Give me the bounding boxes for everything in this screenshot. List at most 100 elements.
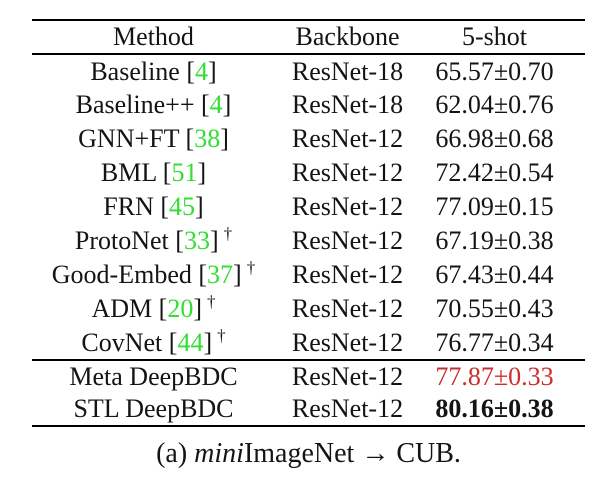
- table-body-main: Baseline [4] ResNet-18 65.57±0.70 Baseli…: [32, 54, 585, 360]
- table-row: STL DeepBDC ResNet-12 80.16±0.38: [32, 393, 585, 426]
- column-header-method: Method: [113, 22, 194, 51]
- citation-close-bracket: ]: [195, 192, 204, 221]
- value-cell: 77.87±0.33: [435, 362, 554, 391]
- citation-open-bracket: [: [185, 124, 195, 153]
- value-cell: 76.77±0.34: [435, 327, 554, 357]
- citation-close-bracket: ]: [209, 226, 219, 255]
- citation-open-bracket: [: [158, 294, 168, 323]
- backbone-cell: ResNet-12: [291, 158, 404, 187]
- citation-link[interactable]: 33: [183, 226, 210, 255]
- citation-open-bracket: [: [162, 158, 172, 187]
- method-name: ProtoNet: [74, 226, 169, 255]
- table-row: Meta DeepBDC ResNet-12 77.87±0.33: [32, 360, 585, 393]
- caption-label: (a): [156, 438, 195, 469]
- column-header-backbone: Backbone: [295, 22, 400, 51]
- backbone-cell: ResNet-18: [291, 90, 404, 119]
- citation-wrap: [4]: [180, 56, 217, 86]
- citation-open-bracket: [: [198, 260, 208, 289]
- method-name: Baseline: [90, 56, 180, 86]
- citation-wrap: [51]: [156, 158, 206, 187]
- citation-open-bracket: [: [160, 192, 170, 221]
- backbone-cell: ResNet-12: [291, 394, 404, 423]
- citation-open-bracket: [: [201, 90, 210, 119]
- citation-wrap: [4]: [195, 90, 232, 119]
- table-row: Baseline [4] ResNet-18 65.57±0.70: [32, 54, 585, 88]
- caption-target: CUB.: [396, 438, 461, 469]
- method-name: BML: [100, 158, 157, 187]
- citation-wrap: [33]: [169, 226, 219, 255]
- table-body-ours: Meta DeepBDC ResNet-12 77.87±0.33 STL De…: [32, 360, 585, 426]
- method-cell: GNN+FT [38]: [32, 122, 275, 156]
- method-name: FRN: [103, 192, 154, 221]
- citation-close-bracket: ]: [222, 90, 232, 119]
- table-header: Method Backbone 5-shot: [32, 20, 585, 54]
- citation-close-bracket: ]: [193, 294, 202, 323]
- table-row: BML [51] ResNet-12 72.42±0.54: [32, 156, 585, 190]
- table-row: ADM [20] † ResNet-12 70.55±0.43: [32, 292, 585, 326]
- method-name: CovNet: [81, 327, 163, 357]
- backbone-cell: ResNet-12: [291, 327, 404, 357]
- method-cell: Good-Embed [37] †: [32, 258, 275, 292]
- value-cell: 77.09±0.15: [435, 192, 554, 221]
- citation-close-bracket: ]: [233, 260, 242, 289]
- citation-wrap: [20]: [152, 294, 202, 323]
- backbone-cell: ResNet-12: [291, 362, 404, 391]
- subfigure-caption: (a) miniImageNet → CUB.: [32, 438, 585, 470]
- method-cell: STL DeepBDC: [32, 393, 275, 426]
- citation-open-bracket: [: [175, 226, 184, 255]
- citation-wrap: [37]: [192, 260, 242, 289]
- citation-link[interactable]: 45: [169, 192, 196, 221]
- table-row: Baseline++ [4] ResNet-18 62.04±0.76: [32, 88, 585, 122]
- table-row: FRN [45] ResNet-12 77.09±0.15: [32, 190, 585, 224]
- citation-wrap: [38]: [179, 124, 229, 153]
- citation-close-bracket: ]: [208, 56, 217, 86]
- method-cell: BML [51]: [32, 156, 275, 190]
- dagger-icon: †: [223, 224, 233, 244]
- method-name: GNN+FT: [78, 124, 180, 153]
- value-cell: 62.04±0.76: [435, 90, 554, 119]
- value-cell: 72.42±0.54: [435, 158, 554, 187]
- backbone-cell: ResNet-12: [291, 124, 404, 153]
- citation-link[interactable]: 4: [209, 90, 223, 119]
- dagger-icon: †: [207, 292, 216, 312]
- value-cell: 66.98±0.68: [435, 124, 554, 153]
- citation-link[interactable]: 37: [207, 260, 234, 289]
- method-name: Meta DeepBDC: [69, 362, 238, 391]
- backbone-cell: ResNet-12: [291, 226, 404, 255]
- value-cell: 65.57±0.70: [435, 56, 554, 86]
- backbone-cell: ResNet-12: [291, 260, 404, 289]
- method-cell: CovNet [44] †: [32, 326, 275, 360]
- citation-open-bracket: [: [186, 56, 196, 86]
- citation-link[interactable]: 20: [167, 294, 194, 323]
- method-name: Baseline++: [75, 90, 195, 119]
- dagger-icon: †: [217, 325, 226, 345]
- method-cell: ADM [20] †: [32, 292, 275, 326]
- method-cell: Baseline [4]: [32, 54, 275, 88]
- method-cell: Meta DeepBDC: [32, 360, 275, 393]
- citation-wrap: [45]: [154, 192, 204, 221]
- citation-link[interactable]: 51: [171, 158, 198, 187]
- citation-open-bracket: [: [168, 327, 178, 357]
- table-row: GNN+FT [38] ResNet-12 66.98±0.68: [32, 122, 585, 156]
- value-cell: 80.16±0.38: [435, 394, 554, 423]
- citation-close-bracket: ]: [203, 327, 213, 357]
- table-row: CovNet [44] † ResNet-12 76.77±0.34: [32, 326, 585, 360]
- caption-dataset: ImageNet: [243, 438, 355, 469]
- backbone-cell: ResNet-12: [291, 294, 404, 323]
- citation-link[interactable]: 38: [194, 124, 221, 153]
- caption-italic-mini: mini: [194, 438, 244, 469]
- method-name: ADM: [91, 294, 153, 323]
- citation-close-bracket: ]: [197, 158, 207, 187]
- backbone-cell: ResNet-18: [291, 56, 404, 86]
- citation-link[interactable]: 44: [177, 327, 204, 357]
- citation-link[interactable]: 4: [195, 56, 209, 86]
- method-cell: ProtoNet [33] †: [32, 224, 275, 258]
- method-cell: Baseline++ [4]: [32, 88, 275, 122]
- backbone-cell: ResNet-12: [291, 192, 404, 221]
- value-cell: 70.55±0.43: [435, 294, 554, 323]
- results-table: Method Backbone 5-shot Baseline [4] ResN…: [32, 19, 585, 427]
- value-cell: 67.43±0.44: [435, 260, 554, 289]
- table-row: ProtoNet [33] † ResNet-12 67.19±0.38: [32, 224, 585, 258]
- citation-wrap: [44]: [162, 328, 212, 357]
